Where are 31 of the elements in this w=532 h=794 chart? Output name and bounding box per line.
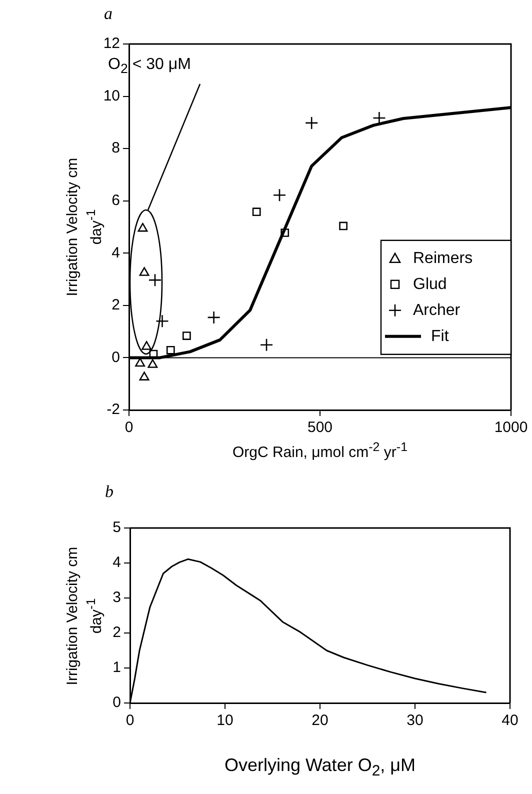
x-tick-label: 1000: [494, 419, 528, 436]
y-tick-label: 0: [112, 348, 120, 366]
y-tick-label: -2: [106, 401, 120, 418]
x-axis-title: Overlying Water O$_{2}$, μM: [224, 755, 416, 780]
annotation: O$_{2}$ < 30 μM: [108, 56, 191, 76]
x-axis-title: OrgC Rain, μmol cm$^{-2}$ yr$^{-1}$: [232, 440, 408, 461]
legend-label: Fit: [431, 328, 450, 345]
chart-title: a: [104, 4, 112, 24]
legend-label: Glud: [413, 276, 447, 293]
y-tick-label: 3: [112, 589, 121, 606]
y-tick-label: 2: [112, 296, 120, 314]
chart-title: b: [105, 482, 114, 502]
y-tick-label: 6: [112, 192, 120, 209]
y-tick-label: 0: [112, 694, 121, 712]
x-tick-label: 10: [216, 712, 234, 730]
y-tick-label: 5: [112, 519, 121, 536]
x-tick-label: 0: [124, 419, 134, 436]
y-tick-label: 10: [103, 87, 120, 104]
x-tick-label: 500: [307, 419, 333, 436]
y-tick-label: 2: [112, 624, 121, 642]
y-tick-label: 1: [112, 659, 121, 676]
y-tick-label: 4: [112, 554, 121, 572]
y-tick-label: 8: [112, 140, 120, 157]
x-tick-label: 0: [126, 712, 134, 730]
legend-label: Reimers: [413, 250, 473, 267]
y-tick-label: 12: [103, 35, 120, 52]
legend-label: Archer: [413, 302, 461, 319]
x-tick-label: 40: [502, 712, 518, 730]
x-tick-label: 30: [406, 712, 424, 730]
x-tick-label: 20: [312, 712, 328, 730]
y-tick-label: 4: [112, 244, 120, 262]
